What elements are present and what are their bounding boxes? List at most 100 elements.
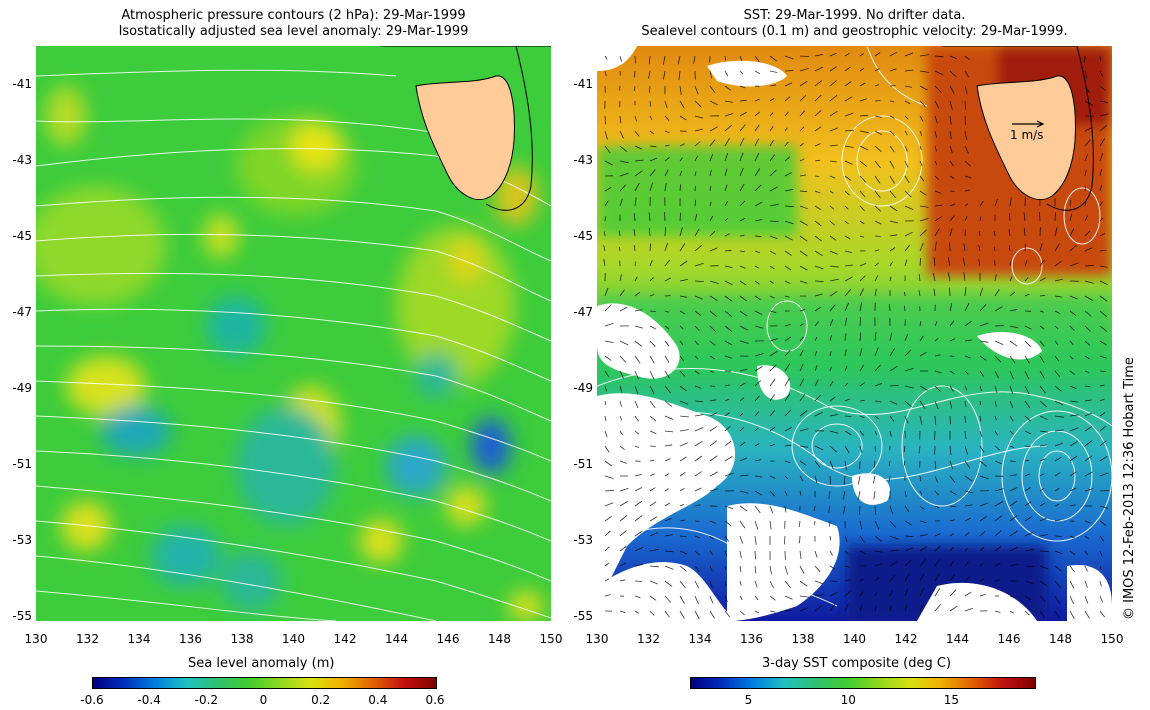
velocity-arrow: [709, 186, 712, 192]
velocity-arrow: [709, 399, 717, 402]
velocity-arrow: [934, 370, 942, 374]
velocity-arrow: [1084, 295, 1093, 301]
velocity-arrow: [709, 370, 715, 373]
velocity-arrow: [844, 52, 850, 57]
velocity-arrow: [814, 445, 824, 451]
velocity-arrow: [889, 68, 897, 72]
velocity-arrow: [1069, 325, 1075, 331]
longitude-tick-label: 134: [688, 632, 712, 646]
velocity-arrow: [934, 190, 942, 194]
velocity-arrow: [604, 578, 610, 582]
longitude-tick-label: 144: [946, 632, 969, 646]
longitude-tick-label: 150: [1100, 632, 1124, 646]
velocity-arrow: [769, 98, 775, 102]
velocity-arrow: [889, 400, 898, 405]
velocity-arrow: [724, 580, 727, 587]
velocity-arrow: [857, 475, 861, 485]
velocity-arrow: [889, 549, 899, 552]
velocity-arrow: [964, 160, 971, 167]
velocity-arrow: [619, 460, 627, 464]
velocity-arrow: [784, 188, 794, 192]
velocity-arrow: [724, 124, 733, 132]
velocity-arrow: [709, 550, 713, 555]
velocity-arrow: [1054, 295, 1062, 298]
velocity-arrow: [904, 535, 914, 538]
velocity-arrow: [979, 578, 985, 582]
velocity-arrow: [694, 244, 702, 252]
velocity-arrow: [994, 515, 1003, 522]
velocity-arrow: [1099, 505, 1109, 509]
velocity-arrow: [724, 295, 733, 302]
velocity-arrow: [754, 366, 763, 372]
velocity-arrow: [1084, 595, 1089, 604]
velocity-arrow: [679, 184, 681, 192]
velocity-arrow: [1009, 474, 1017, 477]
velocity-arrow: [889, 276, 892, 282]
velocity-arrow: [904, 160, 909, 168]
velocity-arrow: [649, 243, 651, 252]
velocity-arrow: [903, 460, 906, 466]
velocity-arrow: [904, 573, 910, 582]
velocity-arrow: [904, 145, 908, 152]
velocity-arrow: [1039, 595, 1046, 603]
velocity-arrow: [919, 190, 927, 196]
velocity-arrow: [1099, 310, 1108, 318]
velocity-arrow: [694, 580, 700, 589]
velocity-arrow: [1099, 490, 1109, 492]
velocity-arrow: [724, 325, 733, 332]
velocity-arrow: [889, 175, 895, 184]
velocity-arrow: [739, 55, 743, 62]
velocity-arrow: [949, 370, 955, 375]
velocity-arrow: [619, 579, 626, 582]
latitude-tick-label: -43: [12, 153, 32, 167]
velocity-arrow: [859, 114, 869, 117]
velocity-arrow: [604, 562, 610, 567]
velocity-arrow: [739, 217, 746, 222]
velocity-arrow: [919, 321, 922, 327]
velocity-arrow: [799, 428, 809, 432]
velocity-arrow: [1039, 502, 1046, 507]
longitude-tick-label: 140: [282, 632, 305, 646]
velocity-arrow: [859, 520, 863, 530]
velocity-arrow: [754, 168, 761, 177]
velocity-arrow: [694, 128, 703, 132]
velocity-arrow: [769, 70, 778, 73]
velocity-arrow: [649, 169, 656, 177]
velocity-arrow: [904, 291, 906, 297]
velocity-arrow: [784, 475, 789, 480]
velocity-arrow: [754, 201, 763, 207]
velocity-arrow: [1023, 212, 1026, 222]
velocity-arrow: [1054, 487, 1060, 492]
velocity-arrow: [694, 355, 699, 360]
longitude-tick-label: 150: [539, 632, 563, 646]
left-title-line1: Atmospheric pressure contours (2 hPa): 2…: [121, 8, 466, 23]
velocity-arrow: [619, 370, 624, 379]
velocity-arrow: [1009, 430, 1014, 435]
velocity-arrow: [1039, 211, 1041, 222]
velocity-arrow: [709, 355, 716, 360]
velocity-arrow: [874, 383, 883, 387]
velocity-arrow: [829, 175, 836, 179]
velocity-arrow: [1024, 415, 1031, 422]
velocity-arrow: [829, 475, 831, 485]
velocity-arrow: [962, 257, 966, 267]
velocity-arrow: [844, 550, 849, 555]
velocity-arrow: [874, 563, 882, 567]
velocity-arrow: [739, 426, 745, 432]
velocity-arrow: [844, 96, 853, 102]
velocity-arrow: [1084, 610, 1090, 619]
velocity-arrow: [754, 595, 759, 601]
latitude-tick-label: -51: [12, 457, 32, 471]
velocity-arrow: [694, 471, 702, 477]
velocity-arrow: [754, 550, 756, 560]
velocity-arrow: [814, 604, 823, 612]
velocity-arrow: [649, 400, 656, 409]
velocity-arrow: [604, 515, 612, 522]
longitude-tick-label: 130: [585, 632, 609, 646]
velocity-arrow: [724, 55, 726, 61]
velocity-arrow: [739, 595, 743, 601]
velocity-arrow: [739, 152, 744, 162]
longitude-tick-label: 148: [488, 632, 511, 646]
velocity-arrow: [949, 533, 954, 537]
velocity-arrow: [1084, 215, 1089, 222]
